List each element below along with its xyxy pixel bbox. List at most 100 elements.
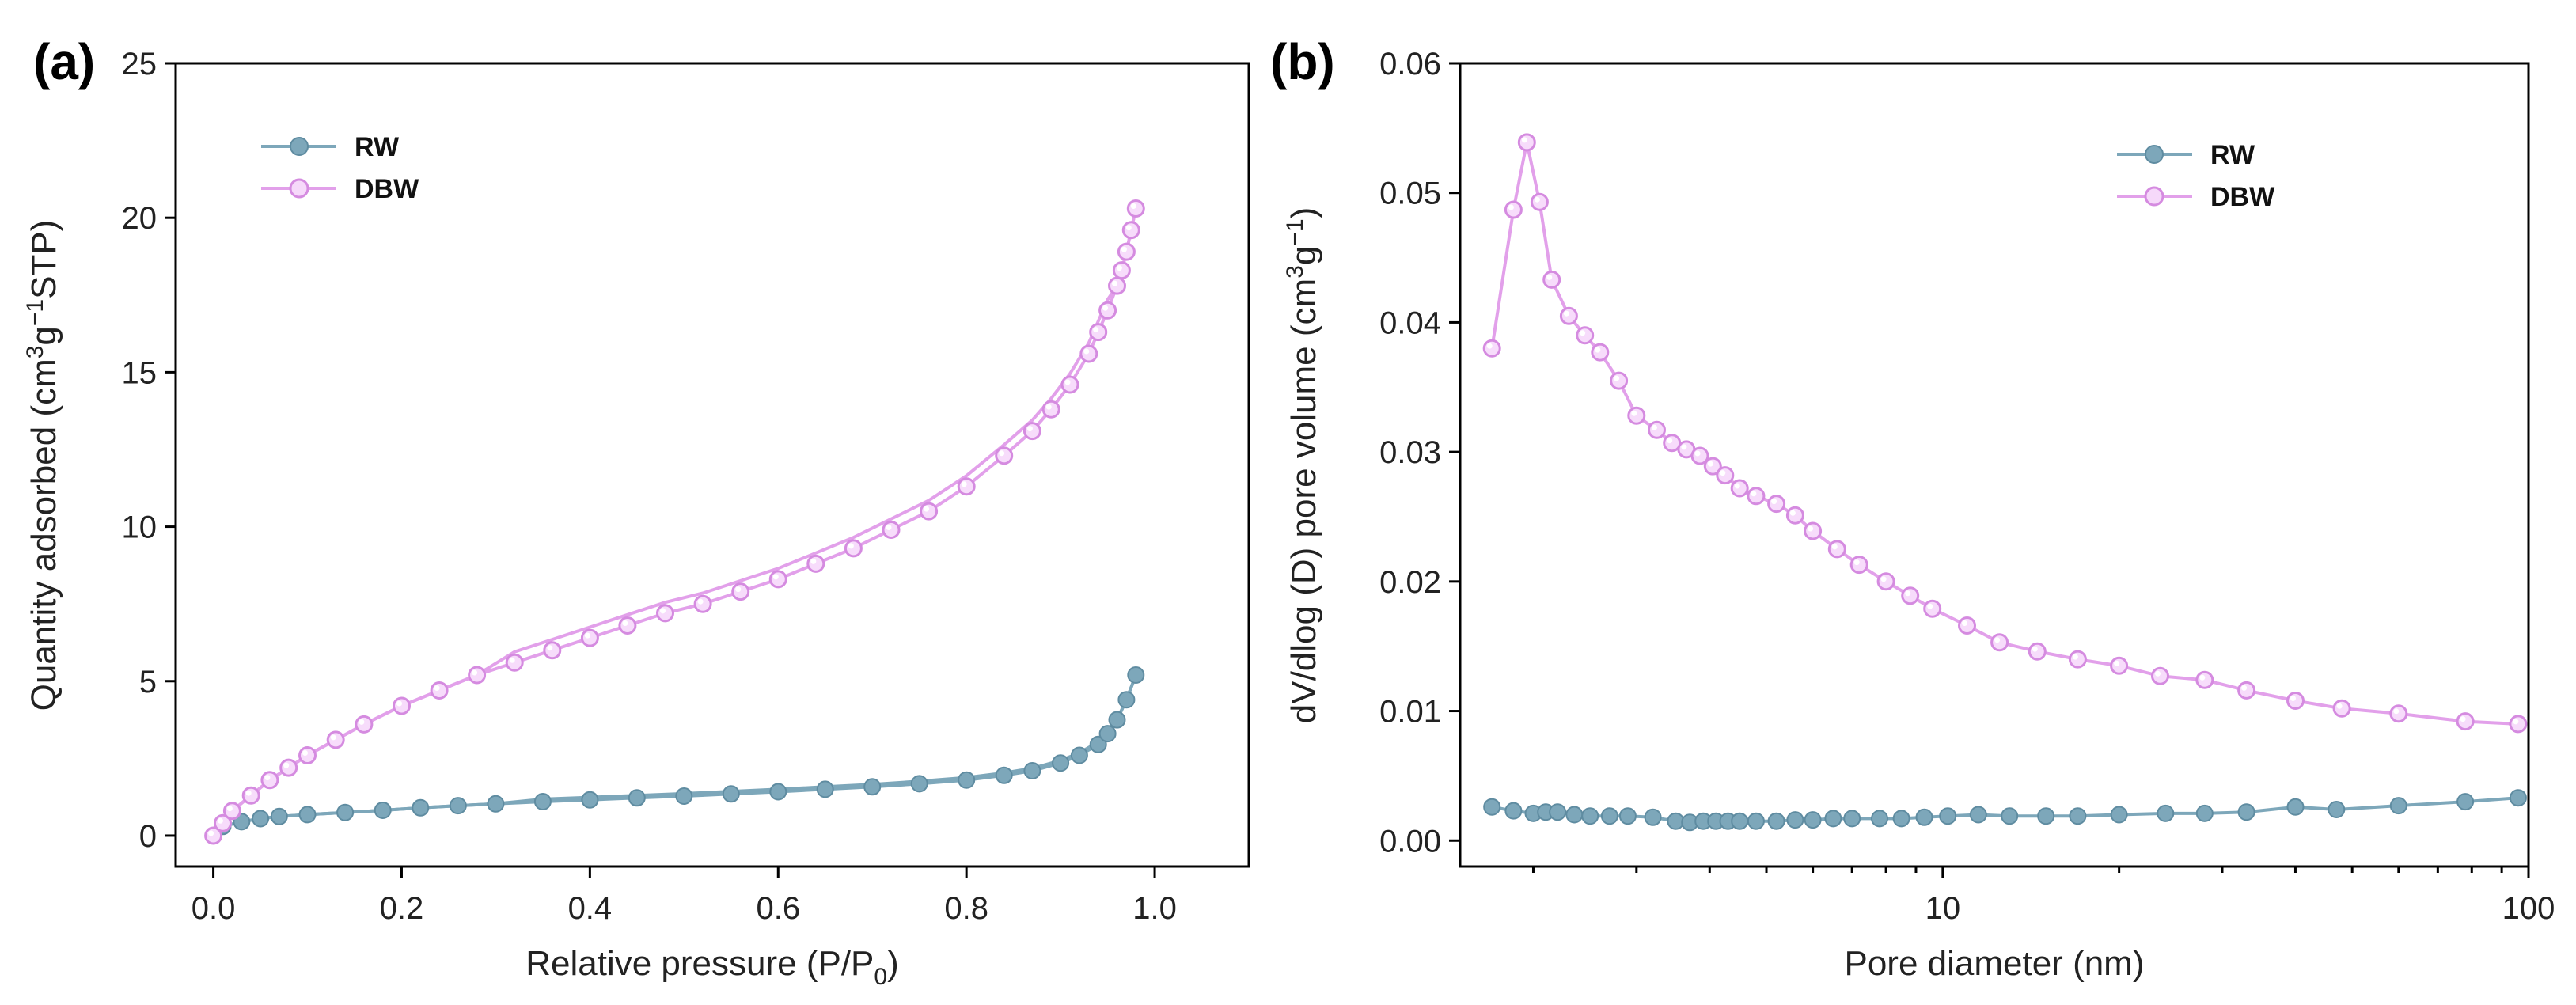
data-point-highlight <box>472 669 478 676</box>
data-point-highlight <box>1563 310 1569 317</box>
data-point-rw <box>2456 793 2475 811</box>
data-point-dbw <box>1785 506 1804 525</box>
data-point-dbw <box>1648 420 1666 439</box>
data-point-highlight <box>1112 280 1117 286</box>
data-point-rw <box>722 785 740 803</box>
data-point-highlight <box>2336 703 2343 709</box>
data-point-dbw <box>2332 699 2351 718</box>
data-point-dbw <box>326 730 345 749</box>
data-point-dbw <box>1504 200 1523 219</box>
data-point-dbw <box>882 521 901 539</box>
data-point-highlight <box>283 762 290 768</box>
data-point-dbw <box>2028 642 2047 661</box>
panel-b-legend: RW DBW <box>2117 140 2275 212</box>
data-point-highlight <box>1720 470 1726 476</box>
data-point-rw <box>1127 666 1145 684</box>
data-point-dbw <box>618 616 637 635</box>
data-point-rw <box>1581 807 1599 825</box>
data-point-rw <box>1565 806 1584 824</box>
panel-b: (b) 10 100 0.00 0.01 0.02 0.03 0.04 0.05 0.06 Po… <box>1270 33 2555 983</box>
data-point-highlight <box>1694 450 1701 457</box>
data-point-dbw <box>1827 540 1846 559</box>
data-point-rw <box>1117 691 1136 709</box>
data-point-highlight <box>226 806 233 812</box>
y-tick-label: 0.03 <box>1379 435 1441 470</box>
data-point-highlight <box>434 685 440 691</box>
data-point-highlight <box>547 645 553 651</box>
data-point-highlight <box>2199 674 2206 681</box>
data-point-dbw <box>2151 666 2169 685</box>
data-point-highlight <box>302 750 308 756</box>
data-point-dbw <box>2456 712 2475 731</box>
data-point-dbw <box>279 758 298 777</box>
data-point-dbw <box>1517 133 1536 152</box>
data-point-rw <box>2286 798 2305 816</box>
data-point-dbw <box>2110 656 2129 675</box>
y-tick-label: 15 <box>122 355 157 390</box>
panel-a-xlabel: Relative pressure (P/P0) <box>525 944 899 990</box>
data-point-rw <box>1600 807 1618 825</box>
data-point-highlight <box>772 574 779 580</box>
data-point-rw <box>863 778 882 796</box>
data-point-highlight <box>1026 426 1033 432</box>
data-point-highlight <box>1707 461 1713 467</box>
y-tick-label: 0 <box>139 819 157 854</box>
panel-b-ticks: 10 100 0.00 0.01 0.02 0.03 0.04 0.05 0.06 <box>1379 47 2555 926</box>
panel-b-ylabel: dV/dlog (D) pore volume (cm3g−1) <box>1282 207 1323 723</box>
data-point-rw <box>1644 808 1662 826</box>
data-point-rw <box>2110 806 2128 824</box>
data-point-highlight <box>1808 525 1814 532</box>
panel-b-label: (b) <box>1270 33 1335 90</box>
data-point-dbw <box>1958 616 1976 635</box>
x-tick-label: 0.2 <box>380 891 424 926</box>
data-point-dbw <box>1022 422 1041 441</box>
x-tick-label: 0.8 <box>944 891 988 926</box>
panel-a-ylabel: Quantity adsorbed (cm3g−1STP) <box>22 220 63 711</box>
data-point-rw <box>1843 810 1861 828</box>
legend-label-rw: RW <box>355 132 400 162</box>
data-point-rw <box>1747 812 1765 830</box>
data-point-rw <box>581 791 599 809</box>
panel-a-legend: RW DBW <box>261 132 419 204</box>
data-point-highlight <box>1853 559 1860 566</box>
data-point-highlight <box>1102 305 1109 311</box>
panel-b-xlabel: Pore diameter (nm) <box>1844 944 2144 983</box>
data-point-dbw <box>806 554 825 573</box>
y-tick-label: 10 <box>122 510 157 545</box>
data-point-dbw <box>957 477 976 496</box>
data-point-dbw <box>1117 242 1136 261</box>
data-point-dbw <box>468 666 487 685</box>
data-point-rw <box>412 798 430 817</box>
data-point-highlight <box>1831 544 1838 550</box>
y-tick-label: 25 <box>122 47 157 82</box>
data-point-dbw <box>1089 323 1108 342</box>
data-point-dbw <box>241 786 260 805</box>
data-point-highlight <box>924 506 930 512</box>
data-point-highlight <box>1508 204 1514 210</box>
legend-marker-dbw <box>289 178 309 199</box>
data-point-dbw <box>1576 326 1595 345</box>
data-point-dbw <box>1901 586 1920 605</box>
y-tick-label: 20 <box>122 201 157 236</box>
data-point-rw <box>533 793 552 810</box>
data-point-dbw <box>1923 599 1942 618</box>
data-point-rw <box>1731 812 1749 830</box>
data-point-highlight <box>396 700 402 707</box>
data-point-rw <box>2328 801 2346 818</box>
data-point-dbw <box>693 594 712 613</box>
data-point-rw <box>298 806 317 824</box>
data-point-dbw <box>1730 479 1749 498</box>
legend-label-dbw: DBW <box>355 174 419 204</box>
data-point-highlight <box>509 657 515 663</box>
data-point-highlight <box>660 608 666 614</box>
data-point-rw <box>2069 807 2087 825</box>
data-point-rw <box>769 783 787 801</box>
data-point-highlight <box>1580 330 1586 336</box>
data-point-dbw <box>2389 704 2408 723</box>
data-point-highlight <box>1595 347 1601 353</box>
data-point-highlight <box>1045 404 1052 410</box>
data-point-dbw <box>1849 556 1868 575</box>
data-point-dbw <box>1079 344 1098 363</box>
data-point-highlight <box>848 543 854 549</box>
data-point-dbw <box>1108 276 1126 295</box>
